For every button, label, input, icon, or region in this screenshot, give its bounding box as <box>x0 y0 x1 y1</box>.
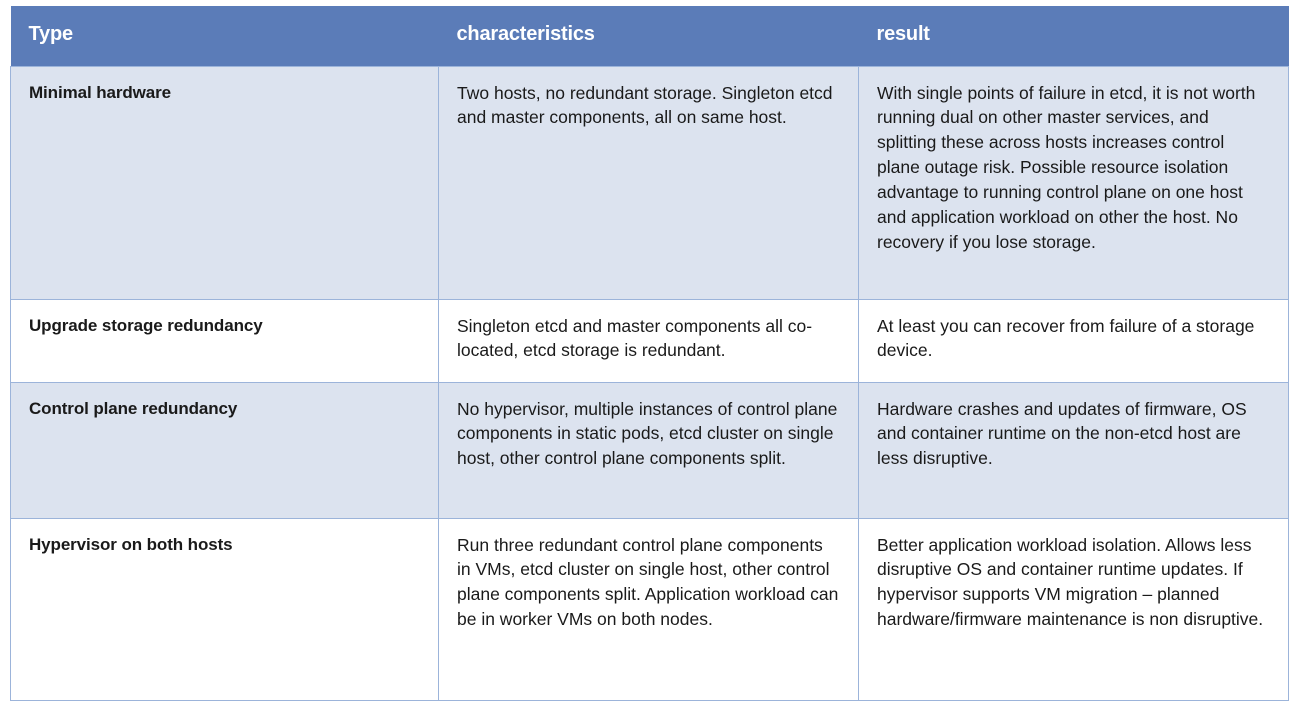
table-row: Hypervisor on both hosts Run three redun… <box>10 517 1289 701</box>
cell-characteristics: Run three redundant control plane compon… <box>438 517 859 701</box>
cell-type: Control plane redundancy <box>10 381 439 519</box>
cell-type: Minimal hardware <box>10 65 439 300</box>
cell-result: With single points of failure in etcd, i… <box>858 65 1289 300</box>
column-header-characteristics: characteristics <box>438 6 859 66</box>
cell-type: Hypervisor on both hosts <box>10 517 439 701</box>
table-row: Minimal hardware Two hosts, no redundant… <box>10 65 1289 300</box>
cell-result: Hardware crashes and updates of firmware… <box>858 381 1289 519</box>
table-header: Type characteristics result <box>10 6 1289 66</box>
cell-type: Upgrade storage redundancy <box>10 298 439 383</box>
table-row: Upgrade storage redundancy Singleton etc… <box>10 298 1289 383</box>
table-header-row: Type characteristics result <box>10 6 1289 66</box>
cell-characteristics: Singleton etcd and master components all… <box>438 298 859 383</box>
cell-characteristics: No hypervisor, multiple instances of con… <box>438 381 859 519</box>
table-row: Control plane redundancy No hypervisor, … <box>10 381 1289 519</box>
cell-characteristics: Two hosts, no redundant storage. Singlet… <box>438 65 859 300</box>
architecture-comparison-table: Type characteristics result Minimal hard… <box>10 6 1289 701</box>
column-header-result: result <box>858 6 1289 66</box>
cell-result: At least you can recover from failure of… <box>858 298 1289 383</box>
cell-result: Better application workload isolation. A… <box>858 517 1289 701</box>
table-body: Minimal hardware Two hosts, no redundant… <box>10 65 1289 701</box>
column-header-type: Type <box>10 6 439 66</box>
